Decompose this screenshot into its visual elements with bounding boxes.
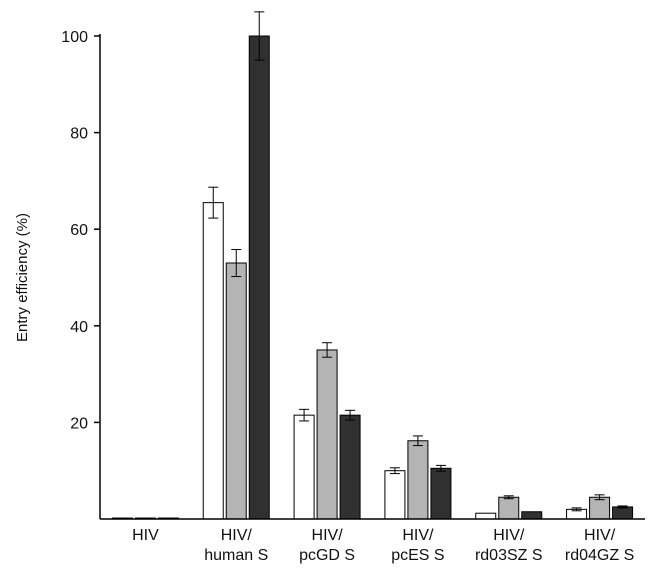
- category-label: pcGD S: [299, 547, 355, 564]
- category-label: HIV: [132, 527, 159, 544]
- category-label: rd04GZ S: [565, 547, 634, 564]
- y-tick-label: 40: [70, 319, 88, 336]
- y-axis-label: Entry efficiency (%): [14, 213, 31, 342]
- category-label: HIV/: [493, 527, 525, 544]
- category-label: rd03SZ S: [475, 547, 543, 564]
- category-label: HIV/: [312, 527, 344, 544]
- bar-cat3-series2: [430, 467, 452, 520]
- y-tick-label: 100: [61, 29, 88, 46]
- axes: [99, 34, 645, 520]
- category-label: human S: [204, 547, 268, 564]
- bar-cat5-series2: [612, 506, 634, 520]
- bar-cat5-series1: [589, 496, 611, 520]
- bar-cat4-series2: [521, 511, 543, 520]
- y-tick-label: 20: [70, 415, 88, 432]
- category-label: HIV/: [584, 527, 616, 544]
- bar-cat4-series0: [475, 512, 497, 520]
- error-bars: [208, 11, 628, 512]
- category-labels: HIV HIV/human S HIV/pcGD S HIV/pcES S HIV/rd…: [132, 527, 634, 564]
- bar-cat1-series2: [248, 35, 270, 520]
- bar-cat4-series1: [498, 496, 520, 520]
- bars: [111, 35, 634, 520]
- y-axis-ticks: 20 40 60 80 100: [61, 29, 100, 432]
- category-label: HIV/: [221, 527, 253, 544]
- category-label: HIV/: [402, 527, 434, 544]
- bar-cat1-series0: [202, 202, 224, 520]
- bar-cat2-series0: [293, 414, 315, 520]
- y-tick-label: 80: [70, 126, 88, 143]
- bar-cat3-series1: [407, 440, 429, 520]
- bar-cat3-series0: [384, 470, 406, 520]
- category-label: pcES S: [391, 547, 444, 564]
- bar-cat2-series1: [316, 349, 338, 520]
- y-tick-label: 60: [70, 222, 88, 239]
- bar-cat2-series2: [339, 414, 361, 520]
- bar-cat1-series1: [225, 262, 247, 520]
